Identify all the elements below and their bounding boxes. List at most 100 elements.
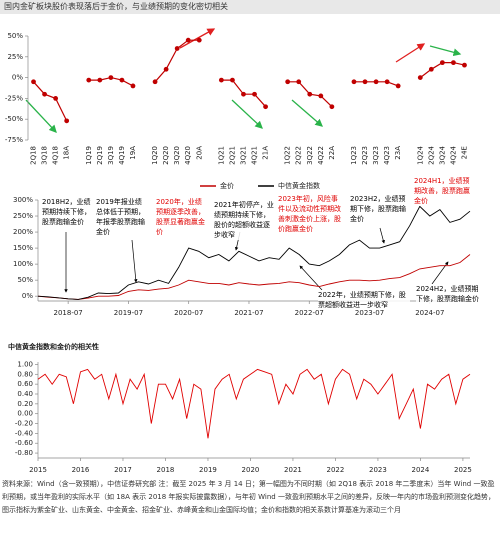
- x-tick-label: 1Q24: [416, 145, 424, 164]
- y-tick-label: 0.80: [17, 370, 33, 378]
- y-tick-label: 100%: [13, 260, 33, 268]
- y-tick-label: 0.00: [17, 410, 33, 418]
- pointer: [131, 239, 138, 283]
- x-tick-label: 3Q23: [372, 146, 380, 165]
- x-tick-label: 3Q19: [107, 146, 115, 165]
- data-point: [451, 60, 456, 66]
- data-point: [152, 79, 158, 85]
- x-tick-label: 2019-07: [114, 309, 143, 317]
- y-tick-label: 250%: [13, 212, 33, 220]
- trend-arrows: [25, 28, 462, 133]
- y-tick-label: -0.20: [15, 420, 33, 428]
- annotation: 2024H1，业绩预期改善，股票跑赢金价: [414, 176, 472, 206]
- x-tick-label: 1Q23: [350, 146, 358, 165]
- x-tick-label: 2016: [72, 466, 90, 474]
- arrow: [429, 45, 462, 57]
- data-point: [296, 79, 302, 85]
- data-point: [285, 79, 291, 85]
- data-point: [230, 77, 235, 83]
- data-point: [108, 75, 114, 80]
- x-tick-label: 3Q22: [306, 146, 314, 165]
- data-point: [97, 77, 103, 83]
- x-tick-label: 3Q24: [438, 145, 446, 164]
- data-point: [329, 104, 335, 110]
- x-tick-label: 4Q18: [52, 146, 60, 165]
- legend-label: 金价: [220, 181, 234, 190]
- x-tick-label: 2024: [412, 466, 430, 474]
- data-line: [37, 205, 471, 300]
- arrow: [395, 43, 426, 63]
- page-title: 国内金矿板块股价表现落后于金价，与业绩预期的变化密切相关: [0, 0, 500, 14]
- y-tick-label: 0%: [12, 74, 23, 82]
- data-point: [119, 77, 125, 83]
- x-tick-label: 3Q21: [239, 146, 247, 165]
- x-tick-label: 2025: [454, 466, 472, 474]
- charts: 2Q18 3Q18 4Q18 18A 1Q19 2Q19 3Q19 4Q19 19A 1Q20 2Q…: [5, 28, 472, 474]
- x-tick-label: 2015: [29, 466, 47, 474]
- x-tick-label: 4Q23: [383, 146, 391, 165]
- data-point: [263, 104, 268, 110]
- data-point: [384, 79, 390, 85]
- x-tick-label: 4Q24: [449, 145, 457, 164]
- x-tick-label: 2023-07: [355, 309, 384, 317]
- x-tick-label: 2Q19: [96, 146, 104, 165]
- y-tick-label: -0.80: [15, 449, 33, 457]
- data-point: [373, 79, 379, 85]
- data-point: [174, 46, 180, 51]
- x-tick-label: 1Q19: [85, 146, 93, 165]
- pointer: [379, 227, 385, 244]
- y-tick-label: 0.60: [17, 380, 33, 388]
- x-tick-label: 2Q18: [30, 146, 38, 165]
- data-point: [42, 91, 47, 97]
- data-point: [417, 75, 423, 80]
- data-point: [462, 62, 467, 68]
- data-point: [439, 60, 445, 66]
- data-point: [307, 91, 313, 97]
- data-point: [241, 91, 246, 97]
- annotation: 2020年，业绩预期逐季改善，股票显著跑赢金价: [156, 197, 208, 237]
- data-point: [395, 83, 401, 89]
- x-tick-label: 2021: [284, 466, 302, 474]
- x-tick-label: 2Q23: [361, 146, 369, 165]
- x-tick-label: 18A: [63, 146, 71, 160]
- chart-title: 中信黄金指数和金价的相关性: [8, 342, 99, 351]
- x-tick-label: 4Q22: [317, 146, 325, 165]
- x-tick-label: 2018: [157, 466, 175, 474]
- data-point: [428, 66, 434, 72]
- legend-label: 中信黄金指数: [278, 181, 320, 190]
- y-tick-label: 1.00: [17, 360, 33, 368]
- y-tick-label: -0.60: [15, 439, 33, 447]
- annotation: 2018H2，业绩预期持续下修，股票跑输金价: [42, 197, 94, 227]
- x-tick-label: 3Q20: [173, 146, 181, 165]
- data-point: [218, 77, 224, 83]
- data-point: [53, 96, 59, 101]
- x-tick-label: 21A: [262, 146, 270, 160]
- annotation: 2021年初停产，业绩预期持续下修，股价的超额收益逐步收窄: [214, 200, 274, 240]
- data-point: [318, 93, 324, 99]
- footnote: 资料来源：Wind（含一致预期），中信证券研究部 注：截至 2025 年 3 月…: [2, 480, 495, 514]
- annotation: 2023年初，风险事件以及流动性预期改善刺激金价上涨，股价跑赢金价: [278, 194, 344, 234]
- y-tick-label: -0.40: [15, 429, 33, 437]
- x-tick-label: 2022-07: [295, 309, 324, 317]
- x-tick-label: 2019: [199, 466, 217, 474]
- annotation: 2024H2，业绩预期下修，股票跑输金价: [416, 284, 480, 304]
- x-tick-label: 2020: [242, 466, 260, 474]
- x-tick-label: 22A: [328, 146, 336, 160]
- x-tick-label: 2024-07: [415, 309, 444, 317]
- data-line: [37, 254, 471, 300]
- data-point: [185, 37, 191, 43]
- x-tick-label: 4Q19: [118, 146, 126, 165]
- arrow: [291, 99, 323, 127]
- y-tick-label: -75%: [5, 136, 23, 144]
- x-tick-label: 2Q24: [427, 145, 435, 164]
- x-tick-label: 2022: [327, 466, 345, 474]
- x-tick-label: 1Q22: [284, 146, 292, 165]
- data-point: [196, 37, 202, 43]
- x-tick-label: 20A: [195, 146, 203, 160]
- x-tick-label: 2Q21: [228, 146, 236, 165]
- data-point: [252, 91, 257, 97]
- arrow: [25, 99, 57, 133]
- x-tick-label: 1Q20: [151, 146, 159, 165]
- x-tick-label: 24E: [460, 146, 468, 159]
